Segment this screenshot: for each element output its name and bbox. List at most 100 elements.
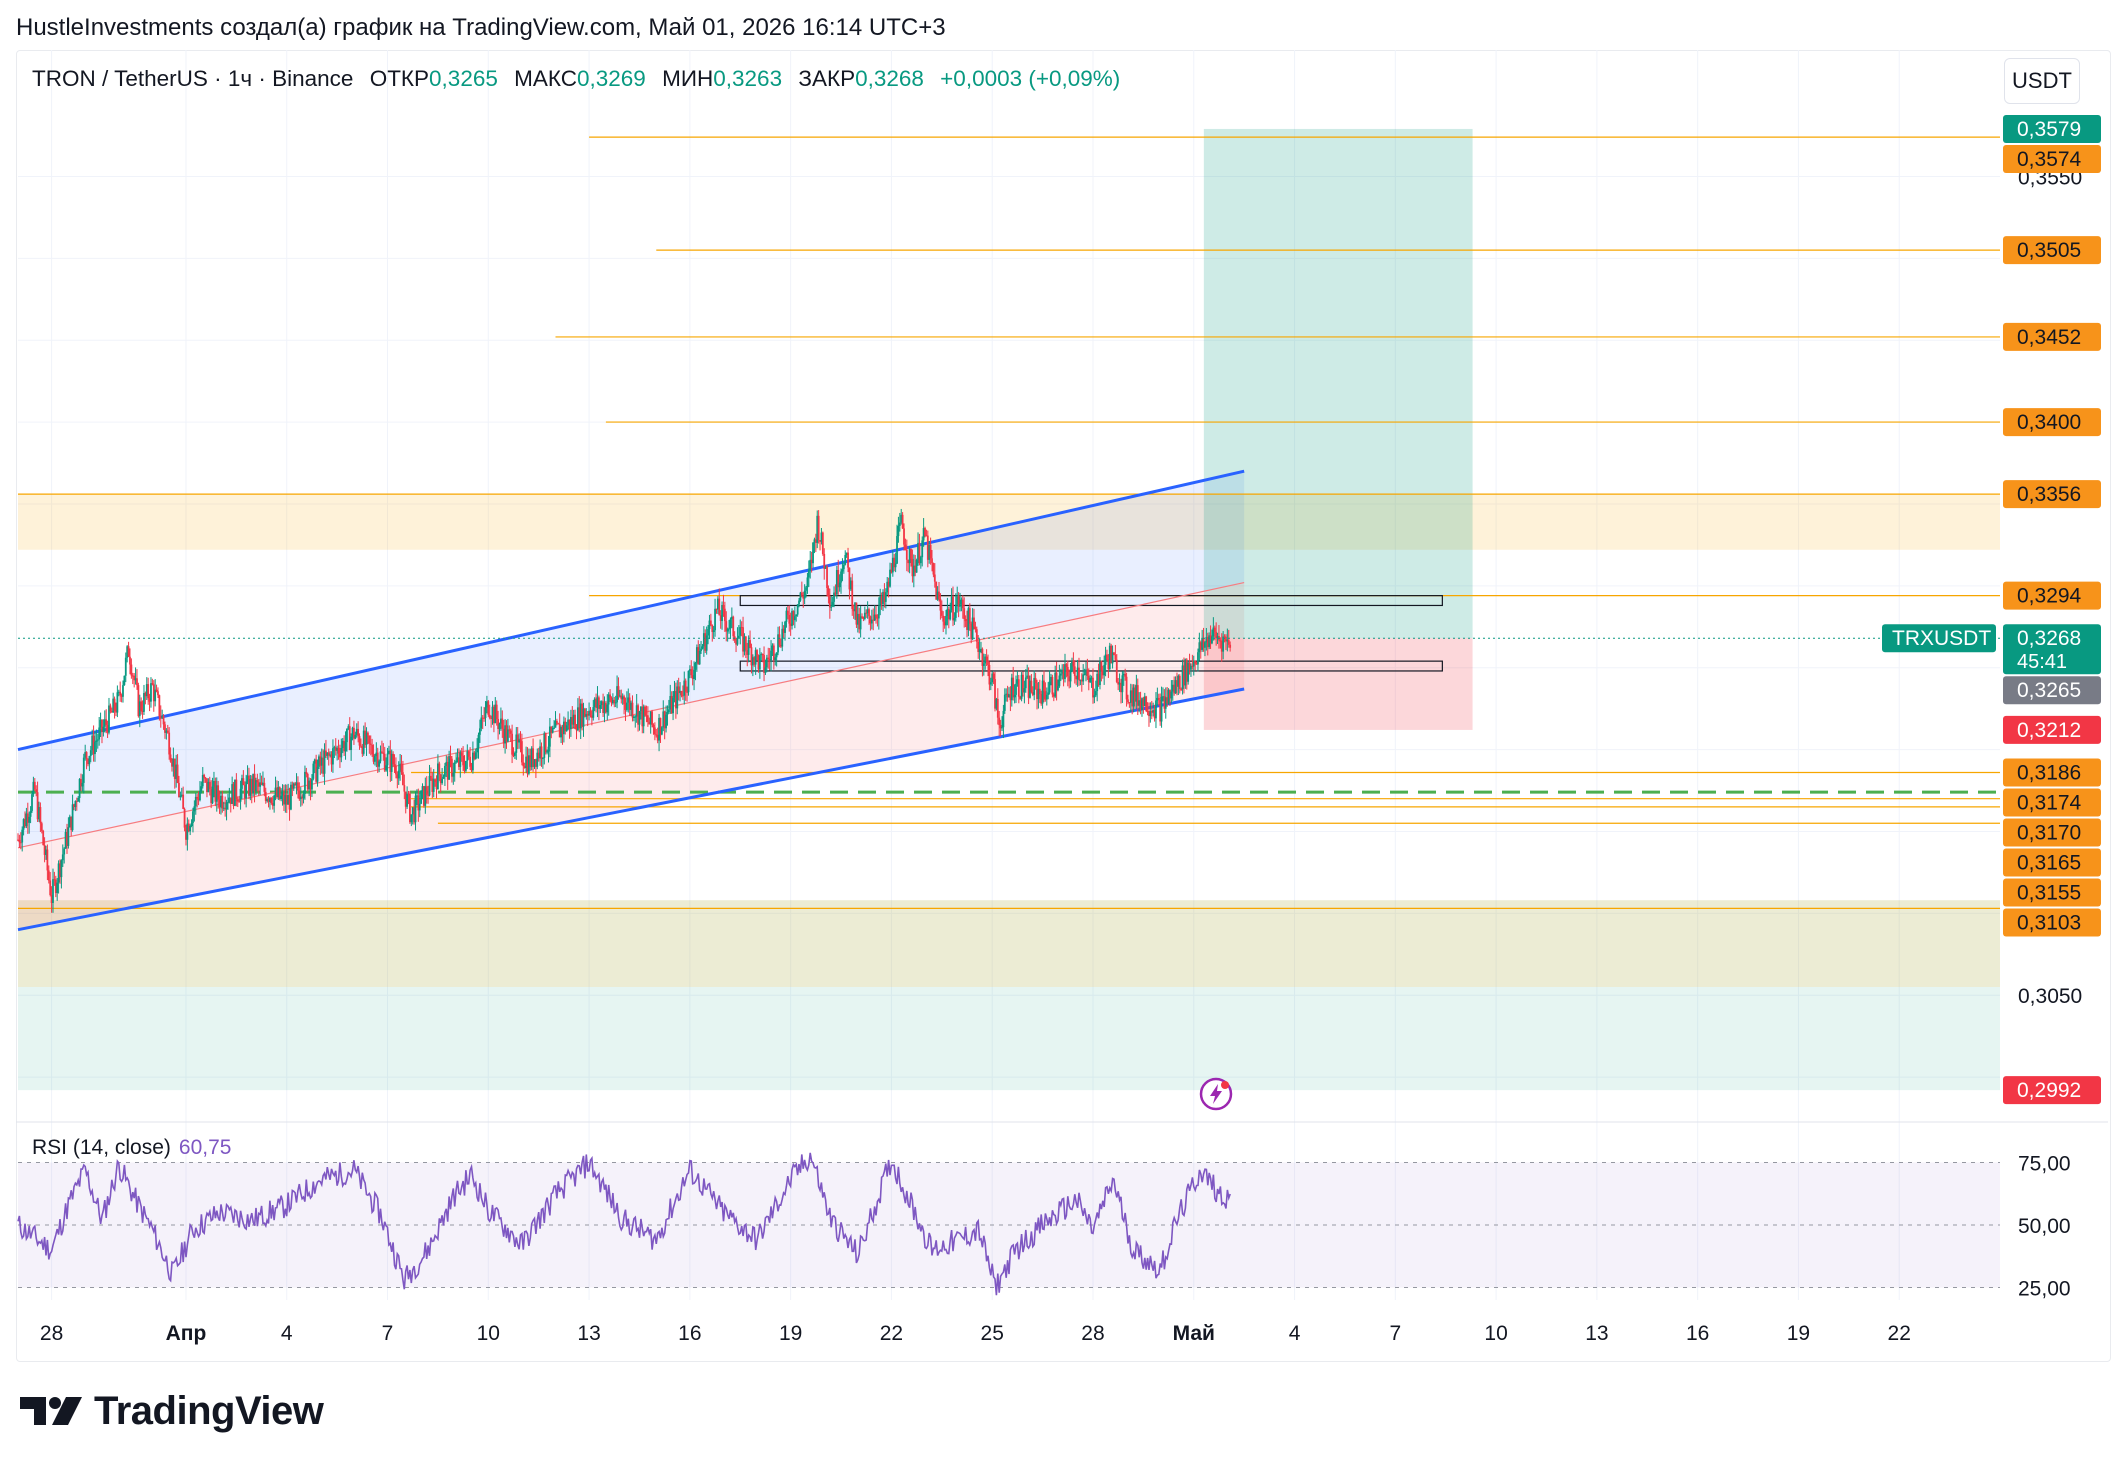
- candle-body: [1192, 660, 1195, 667]
- candle-body: [129, 656, 131, 665]
- candle-body: [758, 655, 761, 670]
- candle-body: [1064, 664, 1066, 679]
- candle-body: [306, 774, 309, 790]
- candle-body: [943, 621, 946, 626]
- candle-body: [732, 616, 735, 637]
- candle-body: [798, 600, 800, 605]
- candle-body: [98, 727, 101, 740]
- candle-body: [1082, 674, 1085, 682]
- candle-body: [42, 830, 45, 846]
- candle-body: [747, 640, 750, 655]
- time-axis-label: 22: [1888, 1322, 1911, 1345]
- candle-body: [614, 702, 617, 704]
- rsi-legend[interactable]: RSI (14, close) 60,75: [32, 1136, 231, 1160]
- candle-body: [694, 662, 697, 670]
- price-badge-bg: [2003, 624, 2101, 675]
- candle-body: [665, 714, 667, 729]
- candle-body: [200, 786, 203, 791]
- candle-body: [964, 619, 967, 622]
- candle-body: [257, 782, 260, 787]
- candle-body: [693, 669, 695, 679]
- candle-body: [110, 711, 113, 713]
- candle-body: [134, 678, 137, 681]
- candle-body: [889, 569, 891, 587]
- candle-body: [141, 710, 144, 712]
- candle-body: [716, 598, 719, 610]
- candle-body: [1012, 677, 1015, 698]
- symbol-name[interactable]: TRON / TetherUS · 1ч · Binance: [32, 66, 354, 91]
- candle-body: [1177, 675, 1180, 687]
- candle-body: [137, 685, 140, 717]
- price-badge-bg: [2003, 408, 2101, 437]
- price-badge: 0,3579: [2003, 114, 2101, 143]
- candle-body: [495, 704, 498, 719]
- candle-body: [236, 799, 239, 802]
- candle-body: [947, 608, 950, 620]
- candle-body: [430, 775, 432, 779]
- candle-body: [854, 602, 856, 612]
- candle-body: [1174, 680, 1177, 694]
- time-axis-label: 16: [1686, 1322, 1709, 1345]
- candle-body: [911, 558, 914, 577]
- tradingview-logo[interactable]: TradingView: [20, 1386, 324, 1436]
- candle-body: [698, 651, 701, 665]
- candle-body: [459, 752, 462, 767]
- price-zone-olive: [18, 900, 2000, 987]
- candle-body: [723, 608, 726, 622]
- candle-body: [288, 795, 291, 810]
- candle-body: [355, 728, 358, 735]
- candle-body: [886, 581, 889, 593]
- chart-frame[interactable]: [16, 50, 2111, 1362]
- candle-body: [477, 734, 480, 748]
- candle-body: [645, 715, 648, 717]
- candle-body: [959, 604, 961, 607]
- candle-body: [890, 569, 893, 573]
- flash-alert-icon[interactable]: [1198, 1076, 1234, 1112]
- candle-body: [322, 757, 325, 774]
- currency-button[interactable]: USDT: [2004, 58, 2080, 104]
- candle-body: [194, 796, 197, 807]
- candle-body: [715, 608, 718, 610]
- candle-body: [201, 774, 204, 787]
- candle-body: [105, 719, 108, 725]
- candle-body: [1099, 661, 1101, 686]
- candle-body: [108, 705, 110, 733]
- candle-body: [189, 826, 192, 832]
- candle-body: [484, 707, 487, 719]
- candle-body: [350, 736, 353, 750]
- candle-body: [590, 715, 593, 718]
- candle-body: [737, 635, 740, 638]
- candle-body: [193, 806, 196, 812]
- candle-body: [119, 691, 122, 696]
- candle-body: [730, 616, 733, 620]
- time-axis-label: 10: [477, 1322, 500, 1345]
- candle-body: [952, 596, 954, 621]
- candle-body: [718, 598, 721, 616]
- time-axis-label: 13: [577, 1322, 600, 1345]
- candle-body: [348, 726, 351, 750]
- candle-body: [784, 621, 786, 633]
- price-badge-bg: [2003, 144, 2101, 173]
- candle-body: [1019, 696, 1022, 699]
- candle-body: [777, 634, 779, 653]
- candle-body: [1181, 665, 1184, 690]
- price-badge: 0,3452: [2003, 322, 2101, 351]
- candle-body: [1051, 676, 1054, 695]
- price-badge: 0,3400: [2003, 408, 2101, 437]
- candle-body: [625, 702, 628, 710]
- candle-body: [1005, 693, 1008, 695]
- candle-body: [75, 801, 78, 803]
- candle-body: [859, 616, 862, 630]
- price-badge-bg: [2003, 1076, 2101, 1105]
- candle-body: [588, 710, 590, 716]
- candle-body: [905, 549, 908, 560]
- rsi-axis-label: 75,00: [2018, 1153, 2071, 1176]
- candle-body: [172, 758, 175, 767]
- candle-body: [452, 772, 455, 777]
- candle-body: [721, 604, 723, 621]
- close-label: ЗАКР: [798, 66, 856, 91]
- price-badge-bg: [2003, 676, 2101, 705]
- candle-body: [763, 655, 765, 673]
- candle-body: [849, 580, 852, 590]
